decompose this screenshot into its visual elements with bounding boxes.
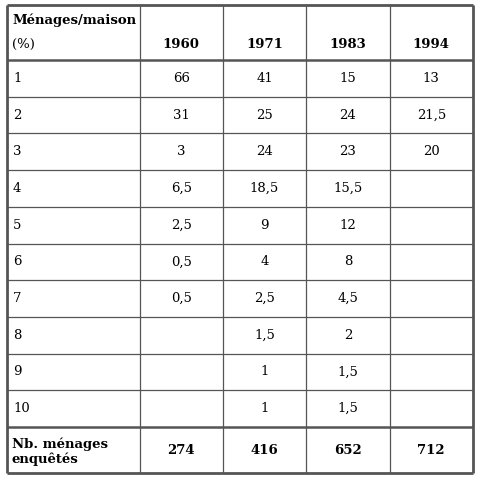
Text: 8: 8: [344, 255, 352, 268]
Text: 652: 652: [334, 444, 362, 456]
Text: 0,5: 0,5: [171, 292, 192, 305]
Text: 1: 1: [260, 402, 269, 415]
Text: 10: 10: [13, 402, 30, 415]
Text: 0,5: 0,5: [171, 255, 192, 268]
Text: 31: 31: [173, 109, 190, 122]
Text: 4: 4: [260, 255, 269, 268]
Text: 9: 9: [13, 365, 22, 378]
Text: 20: 20: [423, 145, 440, 158]
Text: 15: 15: [339, 72, 356, 85]
Text: 15,5: 15,5: [333, 182, 362, 195]
Text: 25: 25: [256, 109, 273, 122]
Text: Ménages/maison: Ménages/maison: [12, 13, 136, 26]
Text: 9: 9: [260, 218, 269, 232]
Text: 41: 41: [256, 72, 273, 85]
Text: 4,5: 4,5: [337, 292, 358, 305]
Text: 1,5: 1,5: [337, 402, 358, 415]
Text: 21,5: 21,5: [417, 109, 446, 122]
Text: 23: 23: [339, 145, 356, 158]
Text: 1971: 1971: [246, 38, 283, 51]
Text: 3: 3: [13, 145, 22, 158]
Text: 13: 13: [423, 72, 440, 85]
Text: 66: 66: [173, 72, 190, 85]
Text: 4: 4: [13, 182, 22, 195]
Text: 8: 8: [13, 329, 22, 342]
Text: 1: 1: [260, 365, 269, 378]
Text: 1983: 1983: [329, 38, 366, 51]
Text: 3: 3: [177, 145, 186, 158]
Text: 1,5: 1,5: [254, 329, 275, 342]
Text: 12: 12: [339, 218, 356, 232]
Text: 2,5: 2,5: [254, 292, 275, 305]
Text: 5: 5: [13, 218, 22, 232]
Text: 1960: 1960: [163, 38, 200, 51]
Text: 7: 7: [13, 292, 22, 305]
Text: 1,5: 1,5: [337, 365, 358, 378]
Text: enquêtés: enquêtés: [12, 452, 79, 466]
Text: 1994: 1994: [413, 38, 450, 51]
Text: 2,5: 2,5: [171, 218, 192, 232]
Text: 6,5: 6,5: [171, 182, 192, 195]
Text: 2: 2: [13, 109, 22, 122]
Text: Nb. ménages: Nb. ménages: [12, 437, 108, 451]
Text: (%): (%): [12, 38, 35, 51]
Text: 712: 712: [418, 444, 445, 456]
Text: 6: 6: [13, 255, 22, 268]
Text: 1: 1: [13, 72, 22, 85]
Text: 2: 2: [344, 329, 352, 342]
Text: 274: 274: [168, 444, 195, 456]
Text: 24: 24: [256, 145, 273, 158]
Text: 416: 416: [251, 444, 278, 456]
Text: 18,5: 18,5: [250, 182, 279, 195]
Text: 24: 24: [339, 109, 356, 122]
